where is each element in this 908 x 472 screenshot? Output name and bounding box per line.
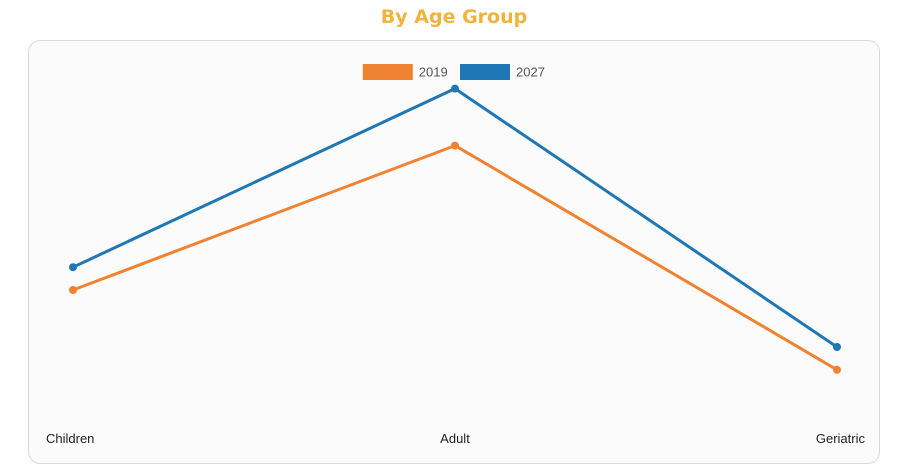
series-line-2019 [71, 144, 839, 372]
legend-swatch-2019 [362, 64, 413, 80]
legend-label-2019: 2019 [419, 65, 448, 80]
data-point-2027-children[interactable] [69, 263, 77, 272]
series-points [69, 84, 841, 374]
page-title: By Age Group [380, 6, 528, 28]
series-lines [71, 87, 839, 372]
x-axis: Children Adult Geriatric [46, 431, 865, 446]
data-point-2027-geriatric[interactable] [833, 343, 841, 351]
data-point-2019-geriatric[interactable] [833, 365, 841, 374]
legend: 2019 2027 [362, 64, 545, 80]
legend-item-2027[interactable]: 2027 [460, 64, 545, 80]
x-tick-label-adult: Adult [440, 431, 470, 446]
x-tick-label-geriatric: Geriatric [816, 431, 866, 446]
x-tick-label-children: Children [46, 431, 94, 446]
data-point-2019-adult[interactable] [451, 141, 459, 150]
legend-label-2027: 2027 [516, 65, 545, 80]
data-point-2027-adult[interactable] [451, 84, 459, 93]
legend-item-2019[interactable]: 2019 [362, 64, 448, 80]
data-point-2019-children[interactable] [69, 286, 77, 294]
legend-swatch-2027 [460, 64, 510, 80]
series-line-2027 [71, 87, 839, 349]
